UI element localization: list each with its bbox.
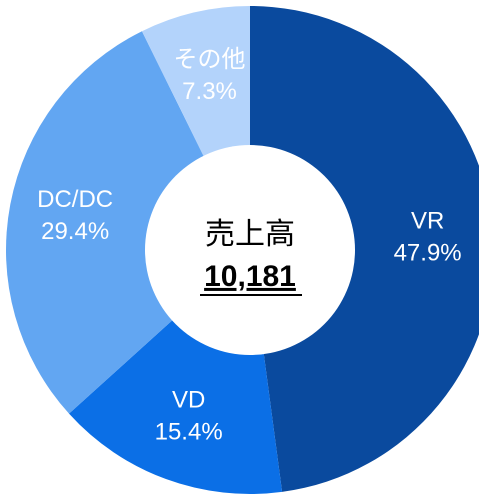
donut-hole [145,145,355,355]
value-label: 29.4% [41,218,109,245]
slice [6,31,251,414]
slice-label: DC/DC [37,186,113,213]
value-label: 15.4% [155,418,223,445]
center-value: 10,181 [204,260,296,293]
center-title: 売上高 [205,218,295,251]
slice-label: VR [411,208,444,235]
slice [250,6,479,492]
slice-label: その他 [174,46,246,73]
value-label: 7.3% [182,78,237,105]
slice-label: VD [172,386,205,413]
value-label: 47.9% [394,240,462,267]
